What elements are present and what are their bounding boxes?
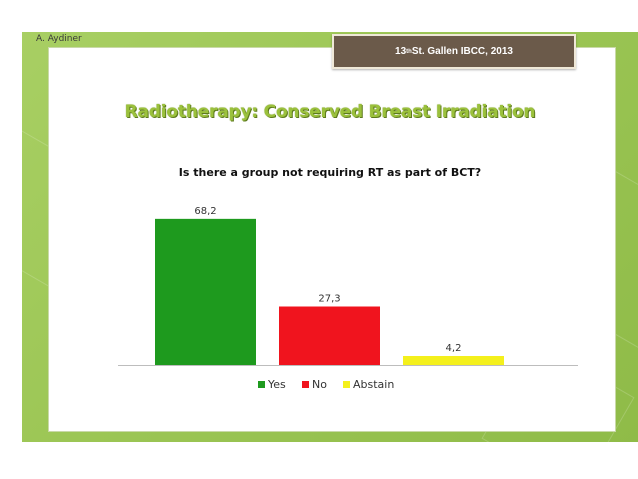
legend-swatch-abstain <box>343 381 350 388</box>
legend-swatch-yes <box>258 381 265 388</box>
value-labels-group: 68,2 27,3 4,2 <box>194 206 461 354</box>
legend-label-yes: Yes <box>267 378 286 391</box>
author-label: A. Aydiner <box>36 34 82 44</box>
legend-label-no: No <box>312 378 327 391</box>
legend: Yes No Abstain <box>258 378 394 391</box>
conference-name: St. Gallen IBCC, 2013 <box>411 46 513 57</box>
slide-title: Radiotherapy: Conserved Breast Irradiati… <box>124 102 536 122</box>
chart-title: Is there a group not requiring RT as par… <box>179 166 481 179</box>
bars-group <box>155 218 504 365</box>
legend-swatch-no <box>302 381 309 388</box>
bar-abstain <box>403 356 504 365</box>
value-label-abstain: 4,2 <box>446 343 462 354</box>
value-label-yes: 68,2 <box>194 206 216 217</box>
bar-no <box>279 306 380 365</box>
legend-label-abstain: Abstain <box>353 378 394 391</box>
bar-chart: Is there a group not requiring RT as par… <box>118 166 578 391</box>
value-label-no: 27,3 <box>318 294 340 305</box>
content-panel <box>48 47 616 432</box>
conference-number: 13 <box>395 46 407 57</box>
bar-yes <box>155 218 256 365</box>
